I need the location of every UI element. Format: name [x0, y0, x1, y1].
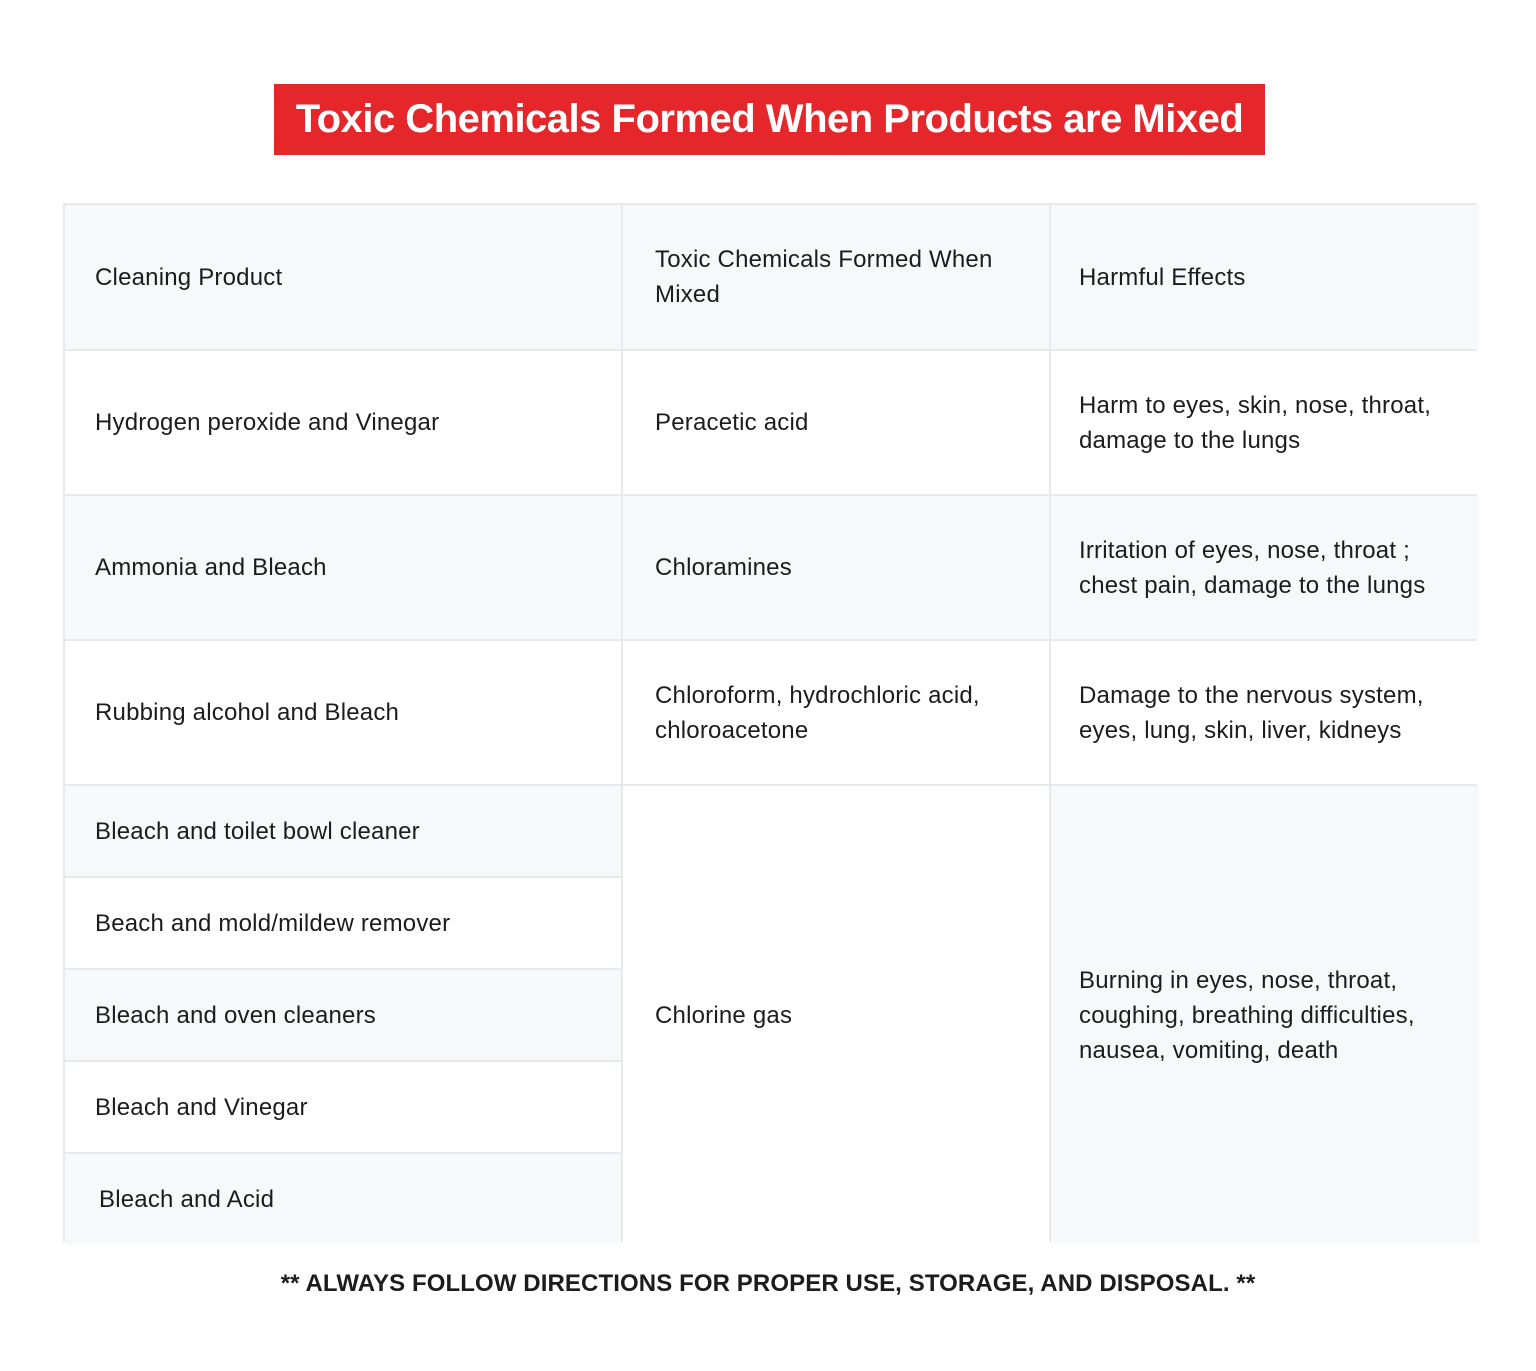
table-row-chemical: Chloramines	[623, 496, 1049, 639]
footer-warning: ** ALWAYS FOLLOW DIRECTIONS FOR PROPER U…	[0, 1270, 1536, 1298]
page-title: Toxic Chemicals Formed When Products are…	[296, 97, 1244, 142]
table-row-product: Hydrogen peroxide and Vinegar	[65, 351, 621, 494]
header-harmful-effects: Harmful Effects	[1051, 205, 1479, 349]
chlorine-product-item: Beach and mold/mildew remover	[65, 878, 621, 968]
table-row-product: Rubbing alcohol and Bleach	[65, 641, 621, 784]
table-row-chemical: Chloroform, hydrochloric acid, chloroace…	[623, 641, 1049, 784]
table-row-product: Ammonia and Bleach	[65, 496, 621, 639]
table-row-chemical: Peracetic acid	[623, 351, 1049, 494]
chlorine-product-item: Bleach and oven cleaners	[65, 970, 621, 1060]
table-row-effects: Harm to eyes, skin, nose, throat, damage…	[1051, 351, 1479, 494]
table-row-effects: Irritation of eyes, nose, throat ; chest…	[1051, 496, 1479, 639]
chlorine-chemical: Chlorine gas	[623, 786, 1049, 1244]
title-banner: Toxic Chemicals Formed When Products are…	[274, 84, 1265, 155]
chemicals-table: Cleaning Product Toxic Chemicals Formed …	[63, 203, 1477, 1242]
header-cleaning-product: Cleaning Product	[65, 205, 621, 349]
chlorine-product-item: Bleach and toilet bowl cleaner	[65, 786, 621, 876]
header-toxic-chemicals: Toxic Chemicals Formed When Mixed	[623, 205, 1049, 349]
table-row-effects: Damage to the nervous system, eyes, lung…	[1051, 641, 1479, 784]
chlorine-product-item: Bleach and Acid	[65, 1154, 621, 1244]
chlorine-effects: Burning in eyes, nose, throat, coughing,…	[1051, 786, 1479, 1244]
chlorine-product-item: Bleach and Vinegar	[65, 1062, 621, 1152]
